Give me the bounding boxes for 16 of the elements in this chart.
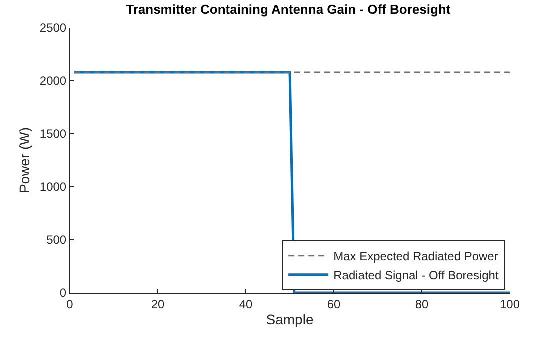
legend-label: Radiated Signal - Off Boresight (334, 268, 500, 283)
x-tick-label: 100 (500, 297, 520, 312)
x-axis-title: Sample (266, 312, 314, 328)
y-tick-label: 2500 (40, 21, 67, 36)
y-tick-label: 1000 (40, 180, 67, 194)
x-tick-label: 20 (151, 297, 165, 312)
x-tick-label: 60 (327, 297, 341, 312)
y-tick-label: 500 (46, 233, 67, 248)
y-tick-label: 1500 (40, 127, 67, 142)
y-tick-label: 2000 (40, 74, 67, 88)
y-axis-title: Power (W) (16, 127, 32, 194)
x-tick-label: 40 (239, 297, 253, 312)
legend-label: Max Expected Radiated Power (334, 250, 498, 264)
x-tick-label: 80 (415, 297, 429, 312)
y-tick-label: 0 (60, 286, 67, 300)
chart-title: Transmitter Containing Antenna Gain - Off Boresight (126, 2, 452, 18)
